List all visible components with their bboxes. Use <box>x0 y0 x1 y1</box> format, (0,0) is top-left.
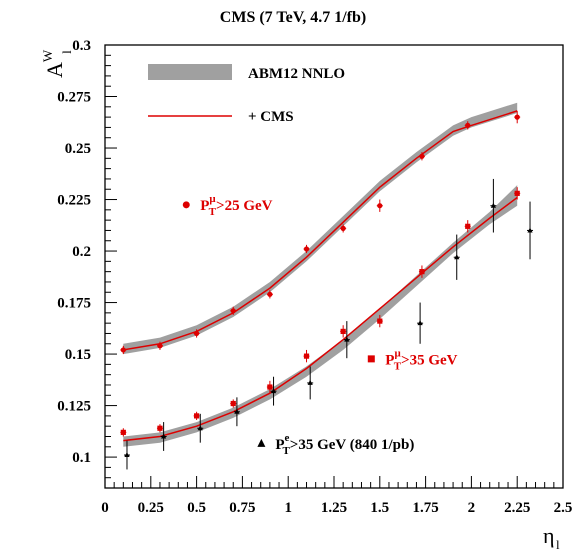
data-point-circle <box>157 343 163 349</box>
data-point-square <box>120 429 126 435</box>
annotation-subscript: T <box>209 206 217 218</box>
annotation-symbol: P <box>385 352 394 368</box>
x-tick-label: 1.75 <box>412 500 438 516</box>
chart-title: CMS (7 TeV, 4.7 1/fb) <box>220 9 366 26</box>
annotation-symbol: P <box>200 198 209 214</box>
x-tick-label: 0.75 <box>229 500 255 516</box>
data-point-triangle <box>527 227 533 233</box>
annotation-superscript: μ <box>209 193 216 205</box>
y-tick-label: 0.125 <box>57 399 91 415</box>
data-point-triangle <box>344 336 350 342</box>
fit-line-1 <box>123 196 518 442</box>
data-point-triangle <box>161 433 167 439</box>
y-tick-label: 0.275 <box>57 90 91 106</box>
data-point-square <box>230 400 236 407</box>
y-tick-label: 0.25 <box>65 141 91 157</box>
x-tick-label: 2 <box>468 500 476 516</box>
x-axis-subscript: l <box>556 537 560 552</box>
data-point-circle <box>120 347 126 353</box>
x-tick-label: 0 <box>101 500 109 516</box>
x-tick-label: 1.5 <box>370 500 389 516</box>
data-point-triangle <box>197 425 203 431</box>
x-tick-label: 0.5 <box>187 500 206 516</box>
data-point-triangle <box>124 452 130 458</box>
y-axis-subscript: l <box>59 50 74 54</box>
data-points <box>120 110 534 470</box>
legend-swatch-band <box>148 64 232 80</box>
x-axis-title: η l <box>543 523 560 552</box>
data-point-square <box>419 269 425 275</box>
data-point-square <box>340 328 346 335</box>
legend-label-band: ABM12 NNLO <box>248 66 345 82</box>
y-axis-superscript: W <box>40 49 55 62</box>
data-point-circle <box>514 114 520 120</box>
annotation-marker-triangle <box>257 438 266 447</box>
annotation-text: >35 GeV <box>401 352 458 368</box>
data-point-square <box>514 190 520 196</box>
annotation-superscript: e <box>285 432 290 444</box>
annotation-marker-circle <box>182 201 190 209</box>
data-point-circle <box>377 203 383 209</box>
axes: 0 0.25 0.5 0.75 1 1.25 1.5 1.75 2 2.25 2.5 0.1 0.125… <box>57 38 572 516</box>
fit-lines <box>123 110 518 442</box>
data-point-circle <box>194 330 200 337</box>
data-point-circle <box>419 153 425 159</box>
y-tick-label: 0.225 <box>57 193 91 209</box>
data-point-triangle <box>490 202 496 208</box>
data-point-square <box>465 223 471 229</box>
data-point-square <box>267 384 273 390</box>
data-point-circle <box>267 291 273 297</box>
data-point-circle <box>303 246 310 252</box>
data-point-square <box>157 425 163 431</box>
x-axis-symbol: η <box>543 523 555 548</box>
x-tick-label: 1.25 <box>321 500 347 516</box>
y-axis-symbol: A <box>42 62 67 78</box>
annotation-subscript: T <box>282 445 290 457</box>
y-tick-label: 0.3 <box>72 38 91 54</box>
x-tick-label: 2.25 <box>504 500 530 516</box>
data-point-circle <box>230 308 236 314</box>
annotation-label-2: Pe T>35 GeV (840 1/pb) <box>275 432 414 457</box>
y-tick-label: 0.175 <box>57 296 91 312</box>
annotation-label-0: Pμ T>25 GeV <box>200 193 272 218</box>
data-point-square <box>303 353 310 359</box>
data-point-triangle <box>270 388 277 394</box>
data-point-square <box>194 413 200 419</box>
annotation-text: >35 GeV (840 1/pb) <box>290 437 415 453</box>
y-tick-label: 0.2 <box>72 244 91 260</box>
x-tick-label: 1 <box>284 500 292 516</box>
y-tick-label: 0.15 <box>65 347 91 363</box>
annotation-superscript: μ <box>394 347 401 359</box>
annotation-label-1: Pμ T>35 GeV <box>385 347 457 372</box>
data-point-circle <box>340 225 346 231</box>
data-point-triangle <box>307 379 313 385</box>
legend-label-line: + CMS <box>248 109 294 125</box>
annotation-subscript: T <box>394 360 402 372</box>
y-tick-label: 0.1 <box>72 450 91 466</box>
legend: ABM12 NNLO + CMS <box>148 64 345 125</box>
data-point-square <box>377 318 383 324</box>
data-point-triangle <box>234 408 240 414</box>
x-tick-label: 2.5 <box>554 500 573 516</box>
fit-line-0 <box>123 110 518 351</box>
data-point-triangle <box>454 254 460 260</box>
annotation-marker-square <box>367 355 375 363</box>
data-point-circle <box>465 122 471 128</box>
x-tick-label: 0.25 <box>138 500 164 516</box>
data-point-triangle <box>417 320 423 326</box>
annotation-symbol: P <box>275 437 284 453</box>
y-axis-title: A W l <box>40 49 74 78</box>
annotation-text: >25 GeV <box>216 198 273 214</box>
